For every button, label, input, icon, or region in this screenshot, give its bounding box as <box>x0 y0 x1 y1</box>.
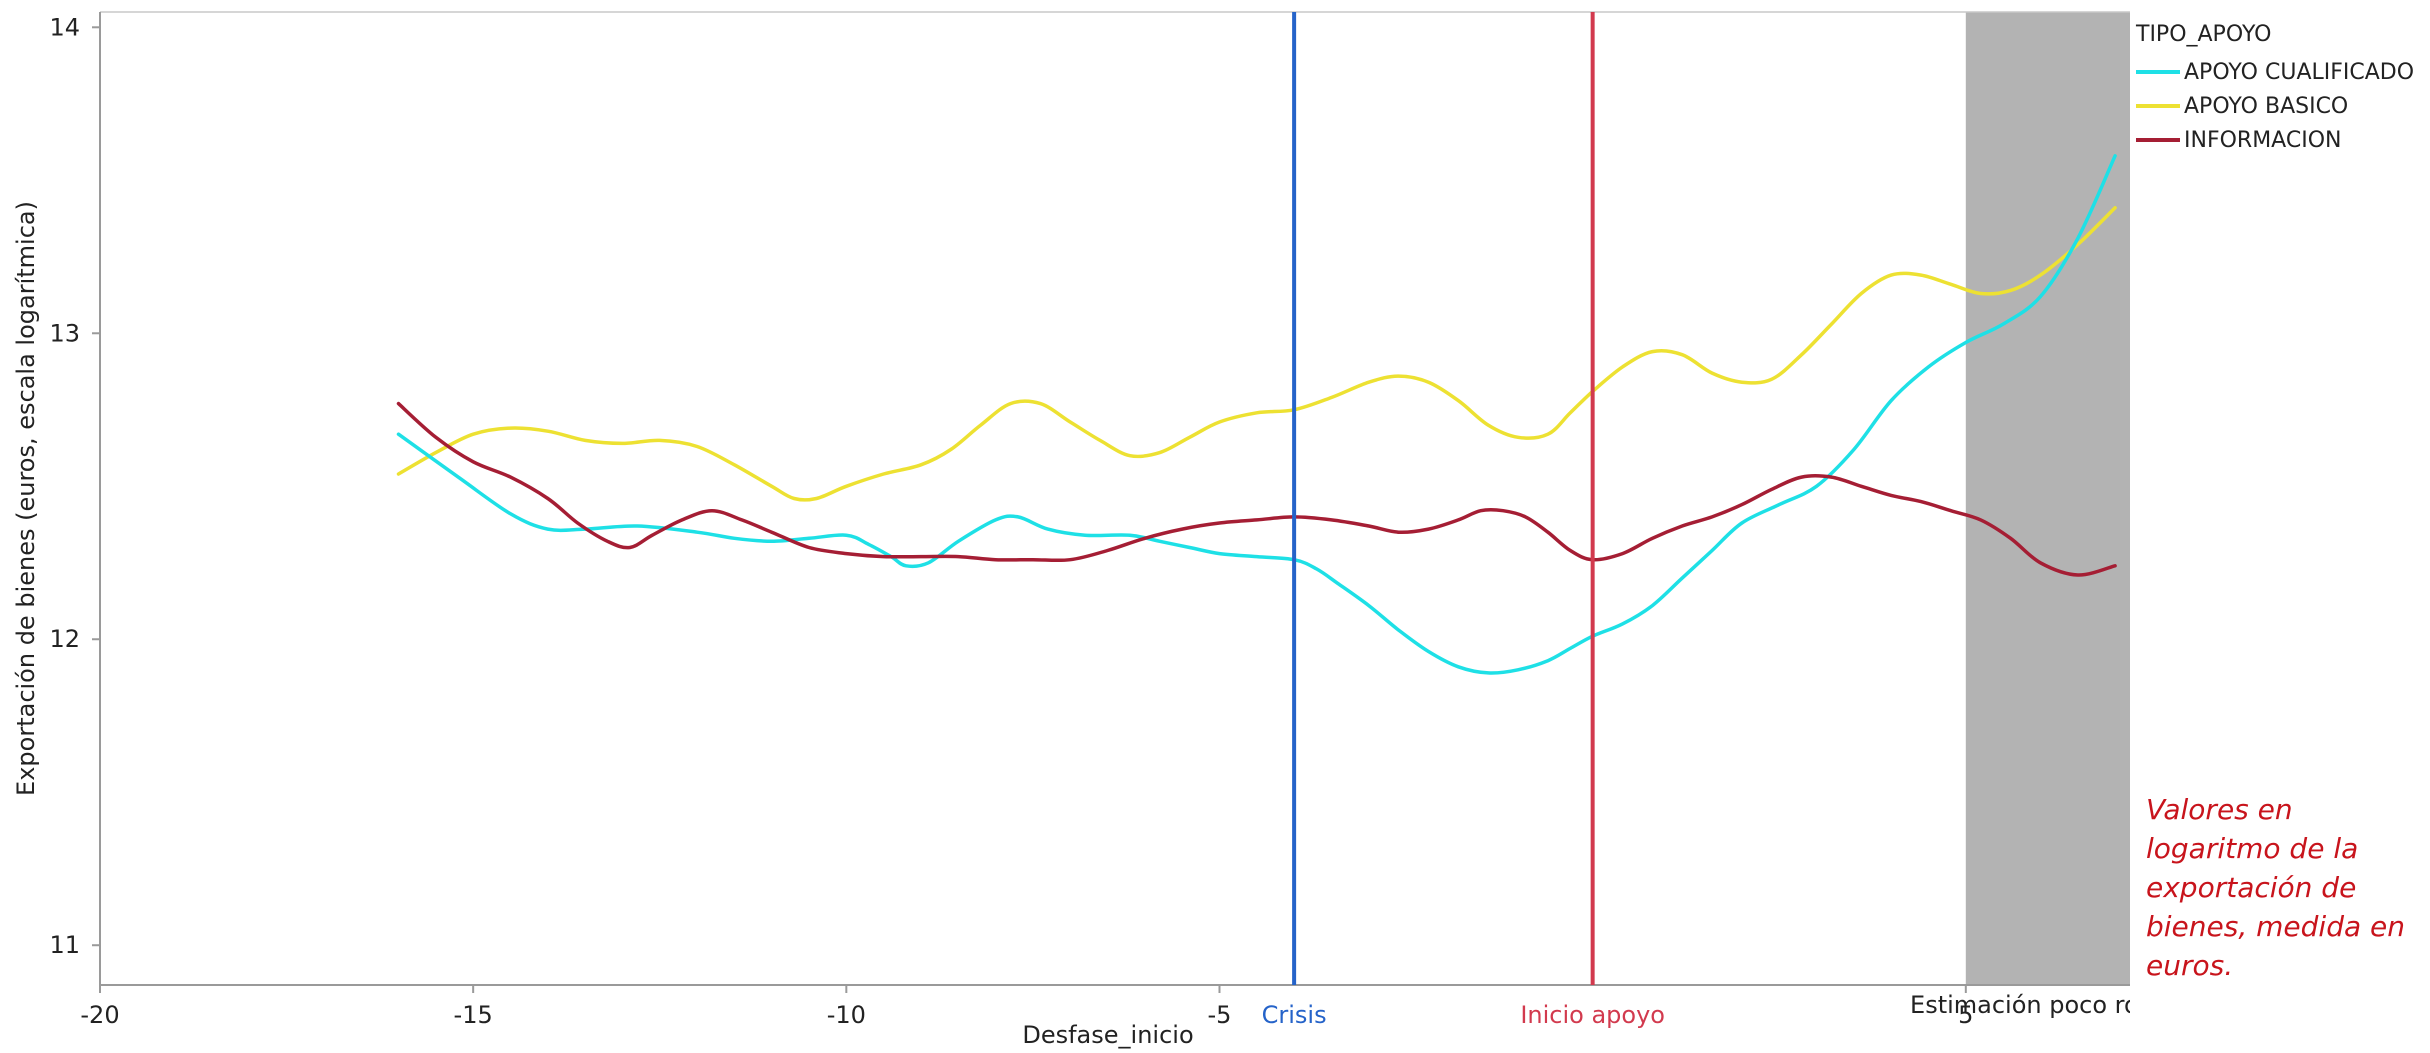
legend-item-informacion[interactable]: INFORMACION <box>2136 123 2414 157</box>
x-tick-label: -10 <box>827 1001 866 1029</box>
annotation-note: Valores en logaritmo de la exportación d… <box>2146 793 2405 982</box>
legend-item-apoyo-basico[interactable]: APOYO BASICO <box>2136 89 2414 123</box>
y-tick-label: 12 <box>49 625 80 653</box>
y-tick-label: 13 <box>49 319 80 347</box>
x-tick-label: 5 <box>1958 1001 1973 1029</box>
shaded-region-label: Estimación poco robusta <box>1910 991 2130 1019</box>
reference-label-crisis: Crisis <box>1262 1001 1327 1029</box>
legend-swatch <box>2136 138 2180 142</box>
shaded-region <box>1965 12 2130 985</box>
x-tick-label: -5 <box>1208 1001 1232 1029</box>
legend-label: APOYO BASICO <box>2184 93 2349 119</box>
x-tick-label: -20 <box>80 1001 119 1029</box>
x-axis-title: Desfase_inicio <box>1022 1021 1193 1049</box>
series-line-informacion <box>396 401 2117 577</box>
legend-swatch <box>2136 70 2180 74</box>
y-tick-label: 14 <box>49 13 80 41</box>
x-tick-label: -15 <box>454 1001 493 1029</box>
y-tick-label: 11 <box>49 931 80 959</box>
legend-swatch <box>2136 104 2180 108</box>
line-chart: Estimación poco robusta Crisis Inicio apo… <box>12 11 2130 1049</box>
legend-item-apoyo-cualificado[interactable]: APOYO CUALIFICADO <box>2136 55 2414 89</box>
reference-label-inicio-apoyo: Inicio apoyo <box>1520 1001 1665 1029</box>
legend-label: INFORMACION <box>2184 127 2342 153</box>
legend: TIPO_APOYO APOYO CUALIFICADO APOYO BASIC… <box>2136 22 2414 157</box>
y-axis-title: Exportación de bienes (euros, escala log… <box>12 201 40 796</box>
legend-label: APOYO CUALIFICADO <box>2184 59 2415 85</box>
series-line-apoyo-basico <box>396 206 2117 502</box>
legend-title: TIPO_APOYO <box>2136 22 2272 47</box>
